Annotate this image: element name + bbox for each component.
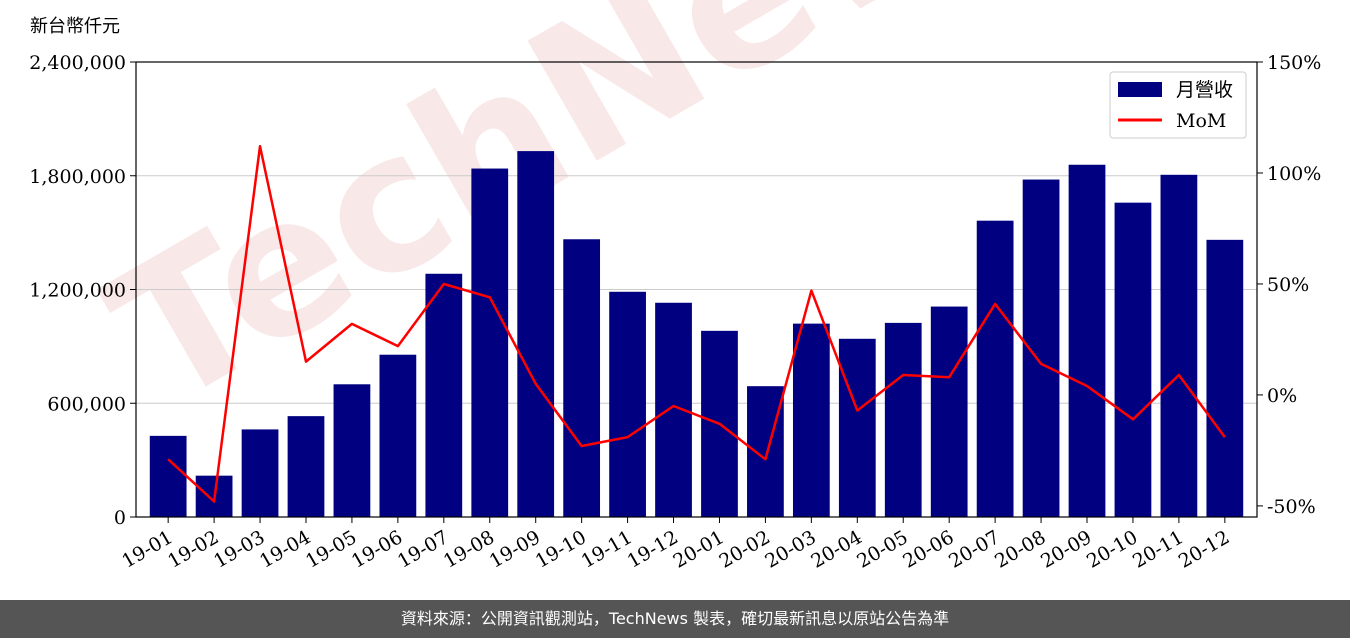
x-axis-tick-label: 19-08	[440, 526, 498, 572]
left-axis-tick-label: 2,400,000	[29, 52, 126, 74]
legend-label-mom: MoM	[1176, 110, 1226, 132]
right-axis-tick-label: -50%	[1267, 496, 1316, 518]
bar-20-09	[1068, 164, 1106, 518]
x-axis-tick-label: 20-02	[715, 526, 773, 572]
bar-19-01	[149, 435, 187, 517]
bar-19-07	[425, 273, 463, 517]
x-axis-tick-label: 20-12	[1175, 526, 1233, 572]
right-axis-tick-label: 0%	[1267, 385, 1297, 407]
x-axis-tick-label: 19-06	[348, 526, 406, 572]
bar-20-02	[747, 386, 784, 517]
bar-19-10	[563, 239, 601, 517]
right-axis-tick-label: 150%	[1267, 52, 1321, 74]
x-axis-tick-label: 20-11	[1129, 526, 1187, 572]
x-axis-tick-label: 19-10	[532, 526, 590, 572]
legend-swatch-revenue	[1118, 82, 1162, 97]
x-axis-tick-label: 19-03	[210, 526, 268, 572]
x-axis-tick-label: 20-04	[807, 526, 865, 572]
bar-19-09	[517, 151, 555, 517]
x-axis-tick-label: 20-10	[1083, 526, 1141, 572]
x-axis-tick-label: 20-09	[1037, 526, 1095, 572]
bar-20-05	[884, 322, 922, 517]
bar-20-10	[1114, 202, 1152, 517]
x-axis-tick-label: 19-12	[624, 526, 682, 572]
right-axis-tick-label: 100%	[1267, 163, 1321, 185]
bar-20-04	[838, 338, 876, 517]
x-axis-tick-label: 20-05	[853, 526, 911, 572]
bar-20-07	[976, 220, 1014, 517]
x-axis-tick-label: 19-11	[578, 526, 636, 572]
bar-20-12	[1206, 239, 1244, 517]
bar-19-06	[379, 354, 417, 517]
legend-label-revenue: 月營收	[1176, 79, 1233, 101]
x-axis-tick-label: 20-06	[899, 526, 957, 572]
left-axis-tick-label: 1,800,000	[29, 166, 126, 188]
left-axis-unit-label: 新台幣仟元	[30, 16, 120, 37]
x-axis-tick-label: 19-02	[164, 526, 222, 572]
left-axis-tick-label: 600,000	[47, 393, 126, 415]
revenue-chart: TechNews 0600,0001,200,0001,800,0002,400…	[29, 0, 1321, 573]
source-footer: 資料來源：公開資訊觀測站，TechNews 製表，確切最新訊息以原站公告為準	[0, 600, 1350, 638]
bar-19-11	[609, 291, 646, 517]
x-axis-tick-label: 20-08	[991, 526, 1049, 572]
bar-20-03	[792, 323, 830, 517]
left-axis-tick-label: 0	[114, 507, 126, 529]
x-axis-tick-label: 19-07	[394, 526, 452, 572]
bar-19-04	[287, 416, 325, 517]
right-axis-tick-label: 50%	[1267, 274, 1309, 296]
mom-line	[167, 145, 1226, 503]
bar-19-08	[471, 168, 509, 517]
left-axis-tick-label: 1,200,000	[29, 280, 126, 302]
x-axis-tick-label: 19-01	[118, 526, 176, 572]
bar-20-11	[1160, 174, 1198, 518]
bar-20-06	[930, 306, 968, 517]
x-axis-tick-label: 20-01	[670, 526, 728, 572]
bar-19-03	[241, 429, 279, 517]
bar-19-05	[333, 384, 371, 517]
x-axis-tick-label: 19-04	[256, 526, 314, 572]
x-axis-tick-label: 20-03	[761, 526, 819, 572]
x-axis-tick-label: 20-07	[945, 526, 1003, 572]
x-axis-tick-label: 19-09	[486, 526, 544, 572]
x-axis-tick-label: 19-05	[302, 526, 360, 572]
